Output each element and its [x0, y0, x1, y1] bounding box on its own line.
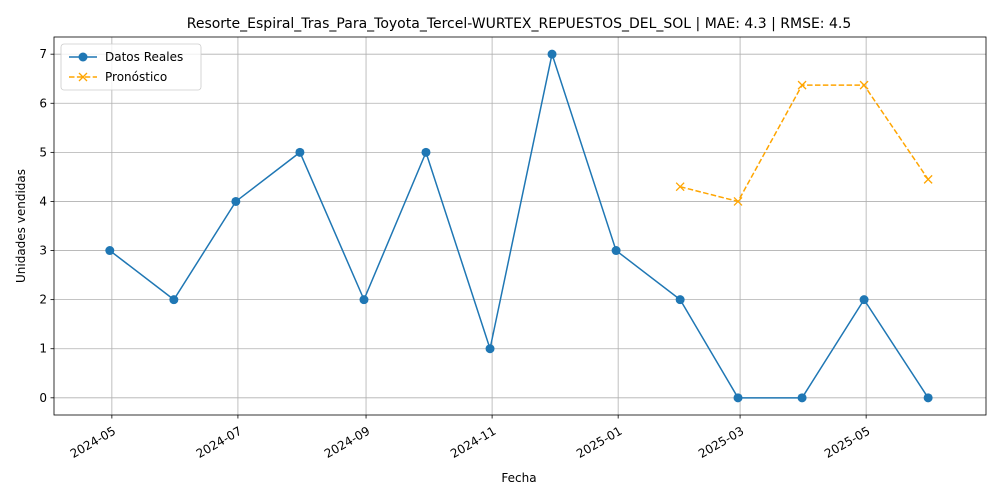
x-tick-label: 2024-07	[194, 424, 244, 461]
data-point	[105, 246, 115, 256]
data-point	[797, 80, 807, 90]
data-point	[421, 147, 431, 157]
x-axis-title: Fecha	[501, 471, 536, 485]
x-tick-label: 2025-03	[696, 424, 746, 461]
series-actual	[105, 49, 933, 403]
chart-title: Resorte_Espiral_Tras_Para_Toyota_Tercel-…	[187, 16, 852, 32]
series-line	[109, 51, 929, 399]
data-point	[611, 246, 621, 256]
y-axis-title: Unidades vendidas	[14, 169, 28, 283]
legend-item: Pronóstico	[69, 70, 167, 84]
data-point	[923, 393, 933, 403]
data-point	[859, 80, 869, 90]
y-tick-label: 3	[39, 244, 47, 258]
data-point	[169, 295, 179, 305]
y-tick-label: 7	[39, 47, 47, 61]
series-forecast	[675, 80, 933, 206]
legend-marker	[78, 72, 88, 82]
grid-lines	[54, 37, 986, 415]
y-tick-label: 0	[39, 391, 47, 405]
data-point	[923, 174, 933, 184]
data-point	[733, 196, 743, 206]
axis-ticks: 0 1 2 3 4 5 6 7 2024-05 2024-07 2024-09 2024-11 2025…	[39, 47, 872, 461]
y-tick-label: 5	[39, 145, 47, 159]
y-tick-label: 2	[39, 293, 47, 307]
data-point	[359, 295, 369, 305]
data-point	[797, 393, 807, 403]
legend-label: Pronóstico	[105, 70, 167, 84]
legend: Datos Reales Pronóstico	[60, 43, 202, 91]
legend-box	[60, 43, 202, 91]
plot-area	[53, 36, 987, 416]
legend-label: Datos Reales	[105, 50, 183, 64]
series-layer	[105, 49, 933, 403]
x-tick-label: 2025-05	[822, 424, 872, 461]
y-tick-label: 1	[39, 342, 47, 356]
x-tick-label: 2024-11	[448, 424, 498, 461]
data-point	[859, 295, 869, 305]
data-point	[675, 295, 685, 305]
x-tick-label: 2024-05	[68, 424, 118, 461]
data-point	[547, 49, 557, 59]
data-point	[485, 344, 495, 354]
data-point	[295, 147, 305, 157]
series-line	[679, 84, 929, 203]
x-tick-label: 2025-01	[574, 424, 624, 461]
data-point	[231, 196, 241, 206]
data-point	[733, 393, 743, 403]
y-tick-label: 4	[39, 194, 47, 208]
data-point	[675, 182, 685, 192]
y-tick-label: 6	[39, 96, 47, 110]
x-tick-label: 2024-09	[322, 424, 372, 461]
legend-item: Datos Reales	[69, 50, 183, 64]
legend-marker	[78, 52, 88, 62]
